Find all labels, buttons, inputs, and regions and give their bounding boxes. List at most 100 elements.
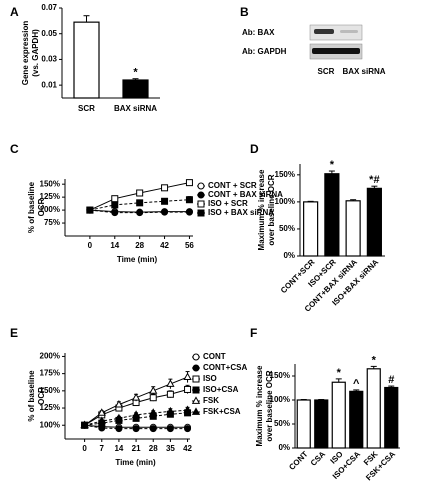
- x-axis-label: Time (min): [117, 255, 158, 264]
- marker: [197, 191, 205, 199]
- marker: [192, 353, 200, 361]
- y-tick-label: 0.03: [41, 55, 57, 64]
- x-tick-label: 14: [110, 241, 119, 250]
- marker: [184, 425, 192, 433]
- annotation: ^: [353, 378, 360, 390]
- bar: [384, 386, 399, 449]
- marker: [197, 200, 205, 208]
- x-tick-label: 7: [100, 444, 105, 453]
- marker: [192, 386, 200, 394]
- marker: [166, 406, 175, 415]
- marker: [184, 385, 192, 393]
- y-tick-label: 125%: [40, 403, 60, 412]
- marker: [111, 201, 119, 209]
- marker: [185, 208, 193, 216]
- x-tick-label: 21: [132, 444, 141, 453]
- x-tick-label: 35: [166, 444, 175, 453]
- marker: [149, 394, 157, 402]
- marker: [97, 408, 106, 416]
- y-tick-label: 50%: [274, 419, 290, 428]
- x-tick-label: BAX siRNA: [114, 104, 157, 113]
- y-axis-label: (vs. GAPDH): [31, 29, 40, 77]
- marker: [161, 184, 169, 192]
- marker: [166, 425, 174, 433]
- x-tick-label: 14: [114, 444, 123, 453]
- series-line: [89, 209, 190, 214]
- y-axis-label: % of baseline: [27, 370, 36, 422]
- panel-label: D: [250, 142, 259, 156]
- marker: [131, 393, 141, 401]
- legend-label: CONT + SCR: [208, 181, 257, 190]
- marker: [149, 425, 157, 433]
- y-axis-label: over baseline OCR: [267, 174, 276, 245]
- marker: [161, 208, 169, 216]
- y-tick-label: 100%: [275, 197, 295, 206]
- x-tick-label: SCR: [78, 104, 95, 113]
- marker: [191, 396, 201, 404]
- y-axis-label: Maximum % increase: [255, 365, 264, 446]
- bar: [331, 381, 346, 449]
- y-tick-label: 0.05: [41, 29, 57, 38]
- panel-label: F: [250, 326, 257, 340]
- legend-label: ISO + BAX siRNA: [208, 208, 274, 217]
- x-tick-label: 42: [160, 241, 169, 250]
- y-tick-label: 0.01: [41, 80, 57, 89]
- bar: [122, 79, 149, 99]
- marker: [183, 372, 192, 380]
- bar: [366, 187, 382, 257]
- y-axis-label: OCR: [37, 198, 46, 216]
- marker: [185, 196, 193, 204]
- marker: [136, 209, 144, 217]
- x-tick-label: CSA: [309, 449, 327, 467]
- legend-label: CONT+CSA: [203, 363, 247, 372]
- x-tick-label: 28: [135, 241, 144, 250]
- marker: [86, 206, 94, 214]
- legend-label: CONT + BAX siRNA: [208, 190, 283, 199]
- marker: [192, 375, 200, 383]
- y-tick-label: 125%: [40, 192, 60, 201]
- marker: [97, 416, 106, 425]
- y-tick-label: 100%: [40, 205, 60, 214]
- y-axis-label: % of baseline: [27, 181, 36, 233]
- x-tick-label: CONT: [287, 449, 309, 471]
- lane-label: SCR: [318, 67, 335, 76]
- blot-band: [312, 48, 360, 54]
- y-tick-label: 150%: [275, 170, 295, 179]
- bar: [296, 399, 311, 449]
- legend-label: ISO+CSA: [203, 385, 239, 394]
- marker: [131, 410, 141, 418]
- x-tick-label: 0: [88, 241, 93, 250]
- bar: [324, 173, 340, 257]
- annotation: *: [337, 367, 342, 379]
- legend-label: FSK: [203, 396, 219, 405]
- x-tick-label: 42: [183, 444, 192, 453]
- marker: [149, 386, 158, 394]
- blot-band: [314, 29, 334, 34]
- y-tick-label: 150%: [270, 371, 290, 380]
- marker: [114, 399, 124, 408]
- marker: [192, 364, 200, 372]
- panel-label: A: [10, 5, 19, 19]
- marker: [185, 179, 193, 187]
- marker: [183, 405, 192, 414]
- marker: [161, 197, 169, 205]
- marker: [136, 189, 144, 197]
- x-tick-label: 0: [82, 444, 87, 453]
- annotation: *: [372, 354, 377, 366]
- y-tick-label: 0%: [278, 443, 290, 452]
- y-axis-label: OCR: [37, 387, 46, 405]
- bar: [345, 200, 361, 257]
- marker: [166, 390, 174, 398]
- legend-label: CONT: [203, 352, 226, 361]
- annotation: *: [330, 159, 335, 171]
- marker: [136, 199, 144, 207]
- legend-label: FSK+CSA: [203, 407, 241, 416]
- y-axis-label: Maximum % increase: [257, 169, 266, 250]
- marker: [115, 425, 123, 433]
- y-tick-label: 100%: [40, 420, 60, 429]
- bar: [314, 399, 329, 449]
- marker: [191, 407, 201, 415]
- y-tick-label: 0%: [283, 251, 295, 260]
- legend-label: ISO + SCR: [208, 199, 248, 208]
- marker: [132, 425, 140, 433]
